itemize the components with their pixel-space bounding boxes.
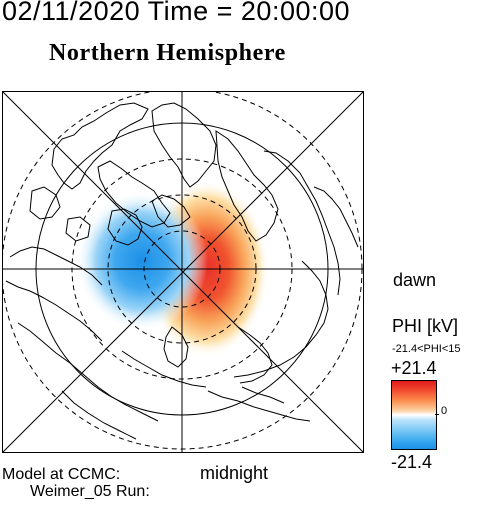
date-time-title: 02/11/2020 Time = 20:00:00 xyxy=(2,0,351,26)
meridian-diagonal-2 xyxy=(2,91,364,453)
midnight-label: midnight xyxy=(200,463,269,483)
hemisphere-title: Northern Hemisphere xyxy=(49,40,286,66)
colorbar xyxy=(391,380,437,450)
colorbar-min-label: -21.4 xyxy=(391,452,433,472)
colorbar-max-label: +21.4 xyxy=(391,358,437,378)
coastlines xyxy=(5,102,359,440)
colorbar-zero-label: 0 xyxy=(441,405,448,417)
colorbar-range-note: -21.4<PHI<15 xyxy=(392,343,461,355)
colorbar-zero-tick xyxy=(435,414,439,415)
model-credit-line-1: Model at CCMC: xyxy=(2,466,121,483)
colorbar-title: PHI [kV] xyxy=(392,316,459,336)
negative-potential-cell xyxy=(76,191,208,331)
polar-map-canvas xyxy=(2,91,364,453)
model-credit-line-2: Weimer_05 Run: xyxy=(30,483,150,500)
polar-map xyxy=(2,91,364,453)
dawn-label: dawn xyxy=(393,270,437,290)
